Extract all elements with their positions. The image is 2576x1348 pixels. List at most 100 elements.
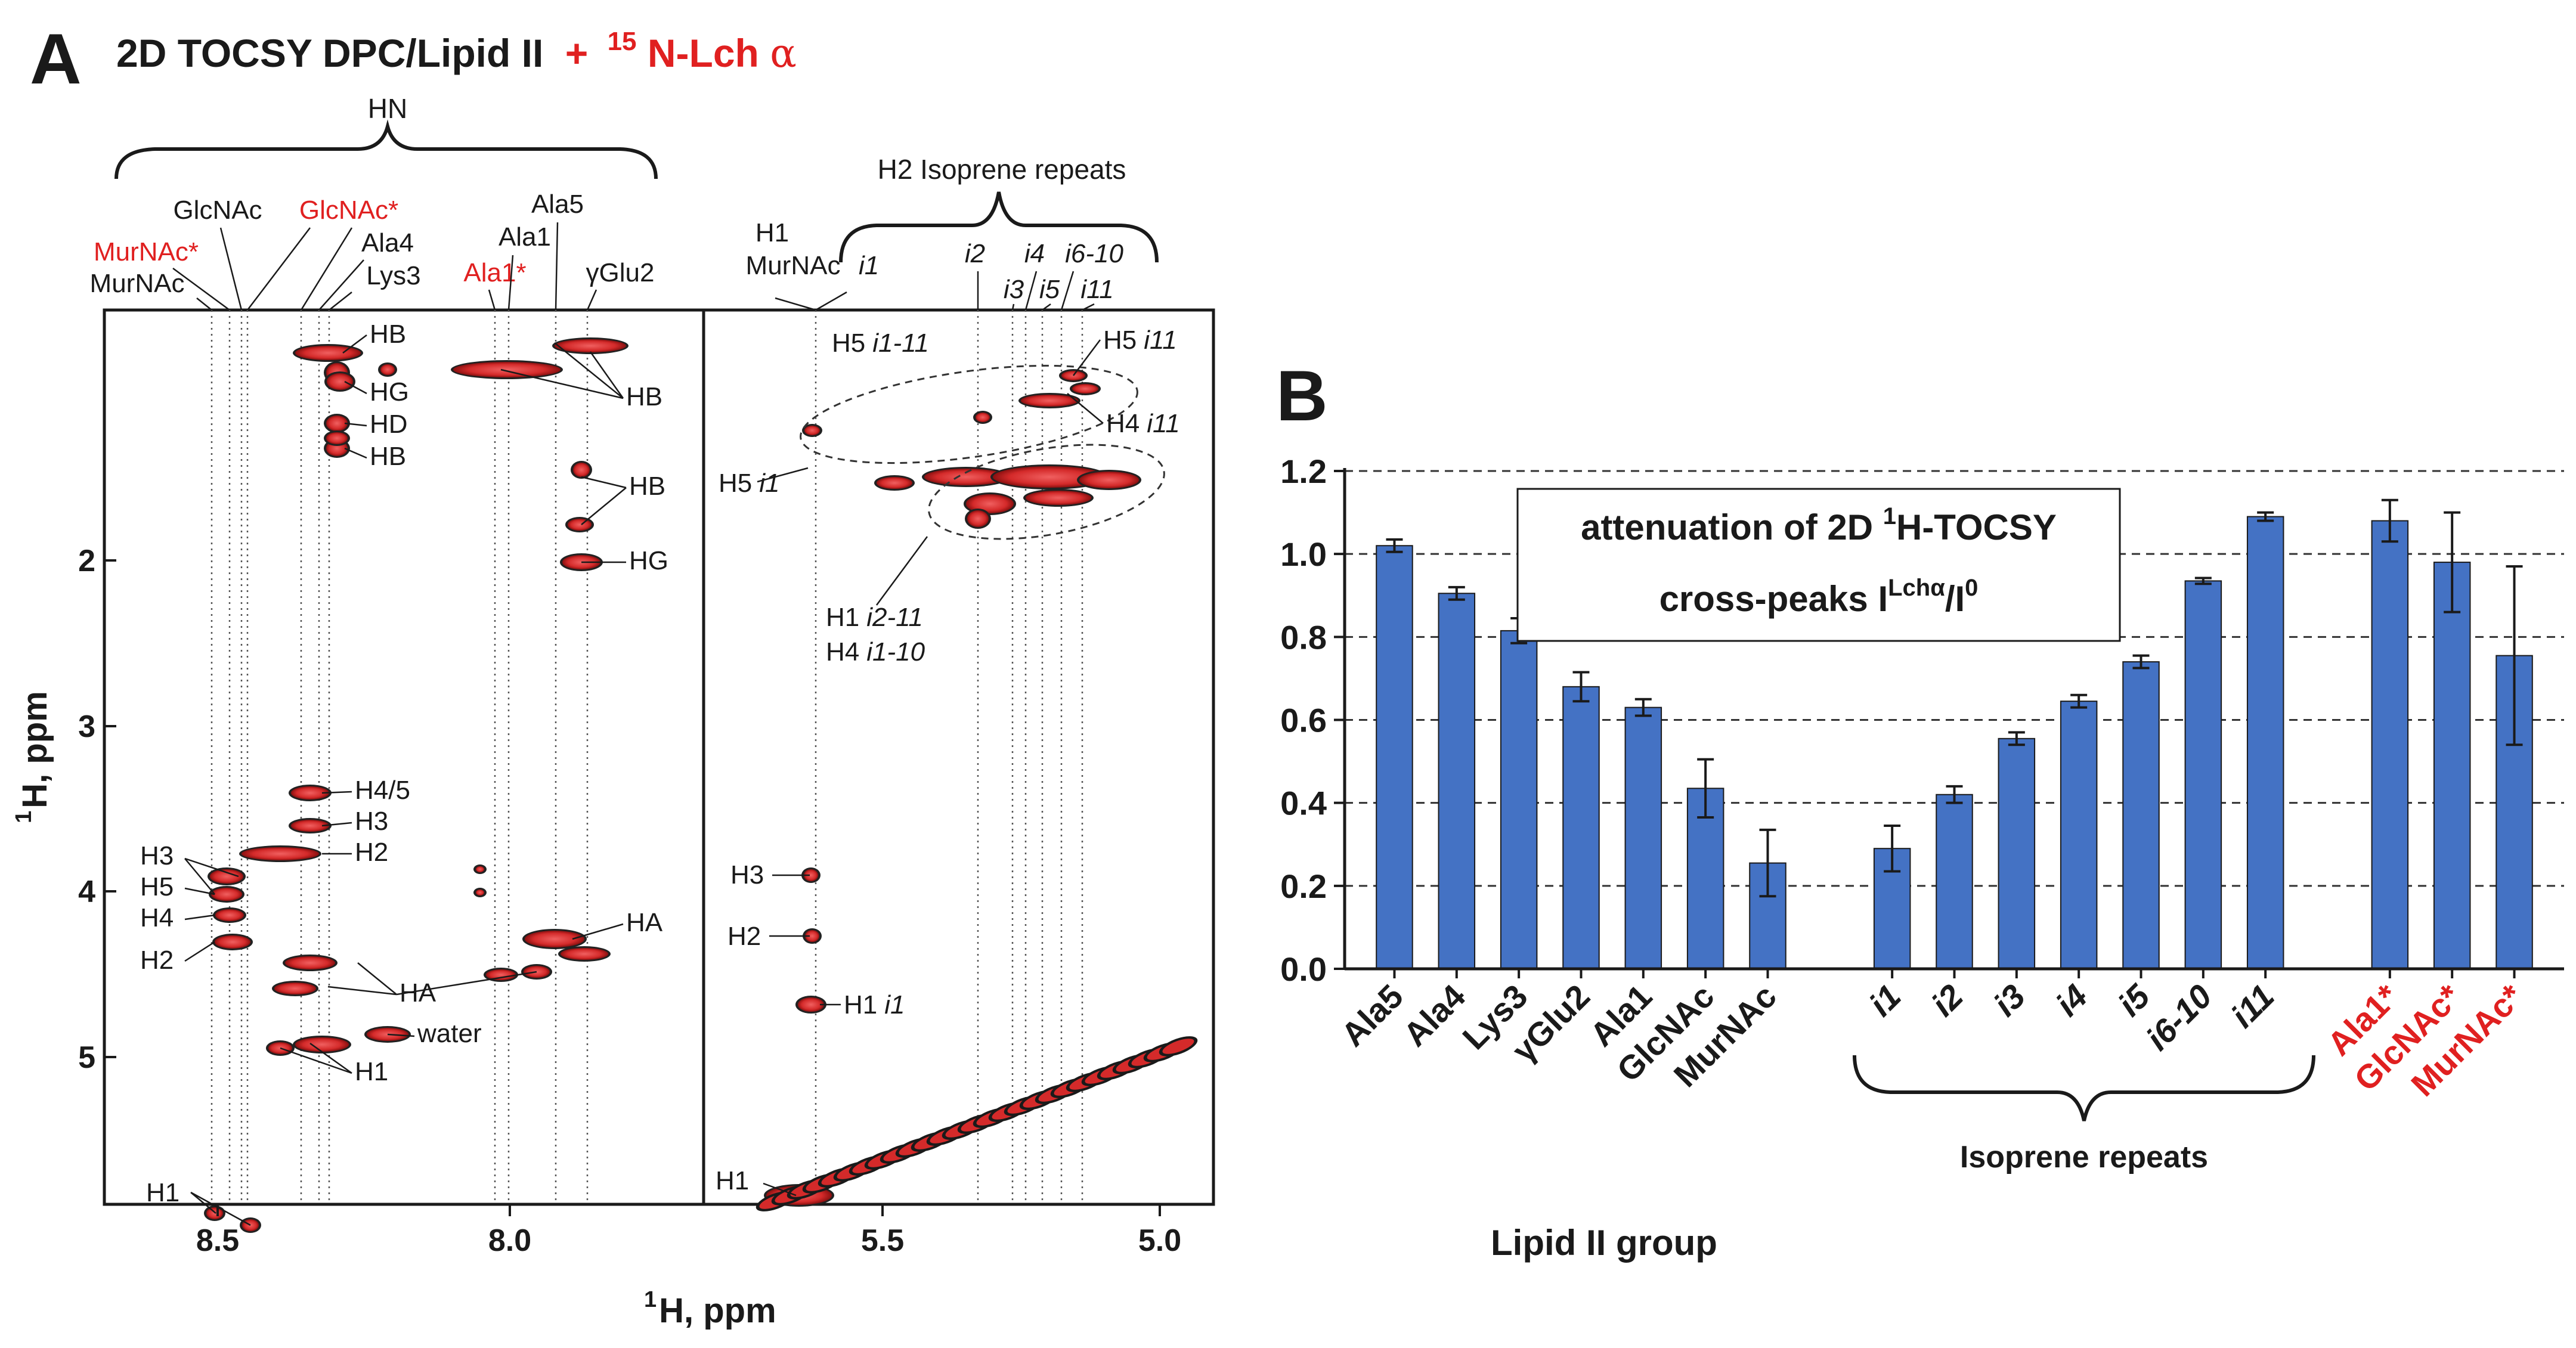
x-tick-label-i6-10: i6-10: [2139, 977, 2219, 1058]
top-label-ala5: Ala5: [531, 190, 584, 219]
legend-line-1: attenuation of 2D 1H-TOCSY: [1581, 503, 2057, 547]
peak: [804, 426, 820, 435]
y-tick-label: 5: [78, 1040, 95, 1075]
panel-a-title: 2D TOCSY DPC/Lipid II + 15 N-Lch α: [116, 14, 797, 76]
peak-label-water: water: [417, 1019, 482, 1048]
hn-brace: [116, 126, 656, 179]
right-top-labels: H1 MurNAc i1 i2 i3 i4 i5 i6-10 i11: [746, 218, 1124, 310]
peak: [295, 1037, 349, 1052]
bar-i11: [2247, 517, 2284, 969]
top-label-murnac: MurNAc: [90, 269, 185, 298]
h3-right-label: H3: [730, 860, 764, 890]
h4-range-label: H4i1-10: [826, 637, 925, 667]
peak: [285, 956, 335, 969]
h1-bottom-right-label: H1: [716, 1166, 749, 1195]
x-tick-label-ala5: Ala5: [1334, 977, 1410, 1053]
peak: [327, 373, 353, 390]
title-rest: N-Lch: [648, 31, 759, 75]
left-peak-labels: HB HG HD HB HB HB HG H4/5 H3 H2 H3 H5 H4…: [140, 320, 668, 1225]
x-tick-label-i4: i4: [2048, 977, 2095, 1024]
peak-label-ha-right: HA: [626, 908, 663, 937]
top-label-glcnac: GlcNAc: [173, 196, 262, 225]
h5-region-ellipse: [795, 348, 1143, 481]
x-axis-title-b: Lipid II group: [1491, 1223, 1717, 1263]
top-label-ala4: Ala4: [361, 228, 414, 258]
peak-label-h2: H2: [355, 838, 388, 867]
peak-label-h3-left: H3: [140, 841, 174, 870]
top-label-i3: i3: [1004, 275, 1024, 304]
h2-repeats-label: H2 Isoprene repeats: [878, 154, 1126, 185]
y-axis-title: 1H, ppm: [11, 691, 54, 823]
bar-ala1*: [2372, 521, 2408, 969]
peak: [967, 510, 989, 527]
peak-label-hb-3: HB: [626, 382, 662, 411]
peak: [476, 866, 484, 872]
peak: [555, 339, 626, 352]
peak: [476, 890, 484, 895]
peak: [573, 463, 590, 477]
title-iso: 15: [608, 27, 637, 56]
y-tick-label: 0.2: [1280, 867, 1327, 905]
peak-label-hd: HD: [370, 410, 408, 439]
y-tick-label: 0.0: [1280, 950, 1327, 988]
title-plus: +: [565, 31, 589, 75]
isoprene-bottom-brace: [1854, 1055, 2314, 1121]
y-tick-label: 0.6: [1280, 702, 1327, 739]
y-tick-label: 4: [78, 875, 95, 909]
peak: [525, 931, 584, 947]
top-label-i11: i11: [1080, 275, 1113, 304]
peak: [211, 888, 242, 901]
peak: [274, 983, 316, 994]
panel-b-letter: B: [1276, 356, 1328, 436]
spectral-peaks: [204, 337, 1200, 1233]
top-label-i6-10: i6-10: [1065, 239, 1123, 268]
peak-label-hb-4: HB: [629, 472, 665, 501]
hn-label: HN: [368, 93, 407, 124]
bar-ala4: [1439, 593, 1475, 969]
x-tick-5-5: 5.5: [861, 1223, 904, 1258]
peak: [1072, 384, 1098, 393]
top-label-lys3: Lys3: [366, 261, 420, 290]
peak: [877, 477, 912, 489]
peak: [1026, 491, 1091, 505]
peak: [215, 909, 244, 921]
h2-right-label: H2: [727, 922, 761, 951]
peak: [242, 847, 319, 860]
x-tick-label-i1: i1: [1862, 977, 1908, 1024]
left-top-labels: MurNAc MurNAc* GlcNAc GlcNAc* Ala4 Lys3 …: [90, 190, 655, 310]
peak-label-h3: H3: [355, 807, 388, 836]
peak-label-hb-1: HB: [370, 320, 406, 349]
y-tick-label: 1.0: [1280, 535, 1327, 573]
bar-lys3: [1501, 631, 1537, 969]
bar-ala5: [1376, 546, 1413, 969]
peak: [1079, 472, 1139, 488]
top-label-i2: i2: [965, 239, 985, 268]
x-tick-label-ala4: Ala4: [1396, 977, 1472, 1053]
y-tick-label: 0.4: [1280, 785, 1327, 822]
bar-i3: [1999, 739, 2035, 969]
bar-i2: [1936, 795, 1973, 969]
top-label-i1: i1: [859, 251, 879, 280]
y-tick-label: 0.8: [1280, 618, 1327, 656]
bar-i4: [2061, 701, 2097, 969]
top-label-i5: i5: [1039, 275, 1060, 304]
h4-i11-label: H4i11: [1106, 409, 1180, 438]
peak-label-hg-2: HG: [629, 546, 668, 575]
peak-label-h5-left: H5: [140, 872, 174, 901]
h1-range-label: H1i2-11: [826, 603, 923, 632]
x-axis-title: 1H, ppm: [644, 1287, 776, 1330]
peak: [1021, 395, 1078, 407]
bar-γglu2: [1563, 687, 1599, 969]
top-label-murnac-right: MurNAc: [746, 251, 841, 280]
x-tick-label-i5: i5: [2110, 977, 2157, 1023]
bar-glcnac*: [2434, 562, 2470, 969]
panel-a-letter: A: [30, 19, 82, 99]
peak-label-h45: H4/5: [355, 776, 410, 805]
top-label-glcnac-star: GlcNAc*: [299, 196, 398, 225]
x-tick-5-0: 5.0: [1138, 1223, 1181, 1258]
peak: [380, 364, 395, 375]
y-tick-label: 2: [78, 544, 95, 578]
peak-label-h1-mid: H1: [355, 1057, 388, 1086]
peak-label-h4-left: H4: [140, 903, 174, 932]
